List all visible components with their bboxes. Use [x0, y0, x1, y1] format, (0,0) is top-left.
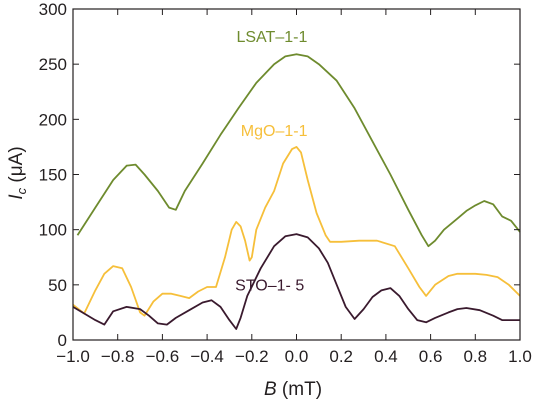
series-layer	[72, 53, 521, 330]
series-line-0	[76, 53, 521, 248]
x-axis-var: B	[264, 379, 277, 400]
x-tick-label: −0.4	[190, 347, 224, 366]
series-line-2	[72, 233, 520, 330]
series-label-0: LSAT–1-1	[236, 29, 307, 46]
y-axis-title: Ic (μA)	[6, 146, 29, 199]
y-tick-label: 100	[39, 221, 67, 240]
y-tick-label: 150	[39, 166, 67, 185]
series-labels: LSAT–1-1 MgO–1-1 STO–1- 5	[235, 29, 307, 294]
x-tick-label: 0.0	[285, 347, 309, 366]
x-axis-title: B (mT)	[264, 379, 322, 400]
x-tick-label: −0.8	[101, 347, 135, 366]
y-axis-var: I	[6, 194, 27, 200]
x-tick-label: 0.6	[419, 347, 443, 366]
x-tick-label: −0.2	[235, 347, 269, 366]
series-label-1: MgO–1-1	[241, 123, 308, 140]
x-tick-label: 1.0	[508, 347, 532, 366]
x-tick-label: −1.0	[56, 347, 90, 366]
y-axis-unit: (μA)	[6, 146, 27, 188]
y-axis-ticks: 0 50 100 150 200 250 300	[39, 0, 520, 350]
y-tick-label: 250	[39, 55, 67, 74]
x-axis-ticks: −1.0 −0.8 −0.6 −0.4 −0.2 0.0 0.2 0.4 0.6 0.8 1.0	[56, 9, 532, 366]
y-tick-label: 50	[48, 276, 67, 295]
y-tick-label: 300	[39, 0, 67, 19]
y-tick-label: 200	[39, 110, 67, 129]
y-axis-sub: c	[14, 187, 29, 194]
x-tick-label: 0.8	[463, 347, 487, 366]
x-axis-unit: (mT)	[277, 379, 322, 400]
x-tick-label: 0.2	[329, 347, 353, 366]
x-tick-label: −0.6	[146, 347, 180, 366]
x-tick-label: 0.4	[374, 347, 398, 366]
series-label-2: STO–1- 5	[235, 277, 304, 294]
y-tick-label: 0	[58, 331, 67, 350]
